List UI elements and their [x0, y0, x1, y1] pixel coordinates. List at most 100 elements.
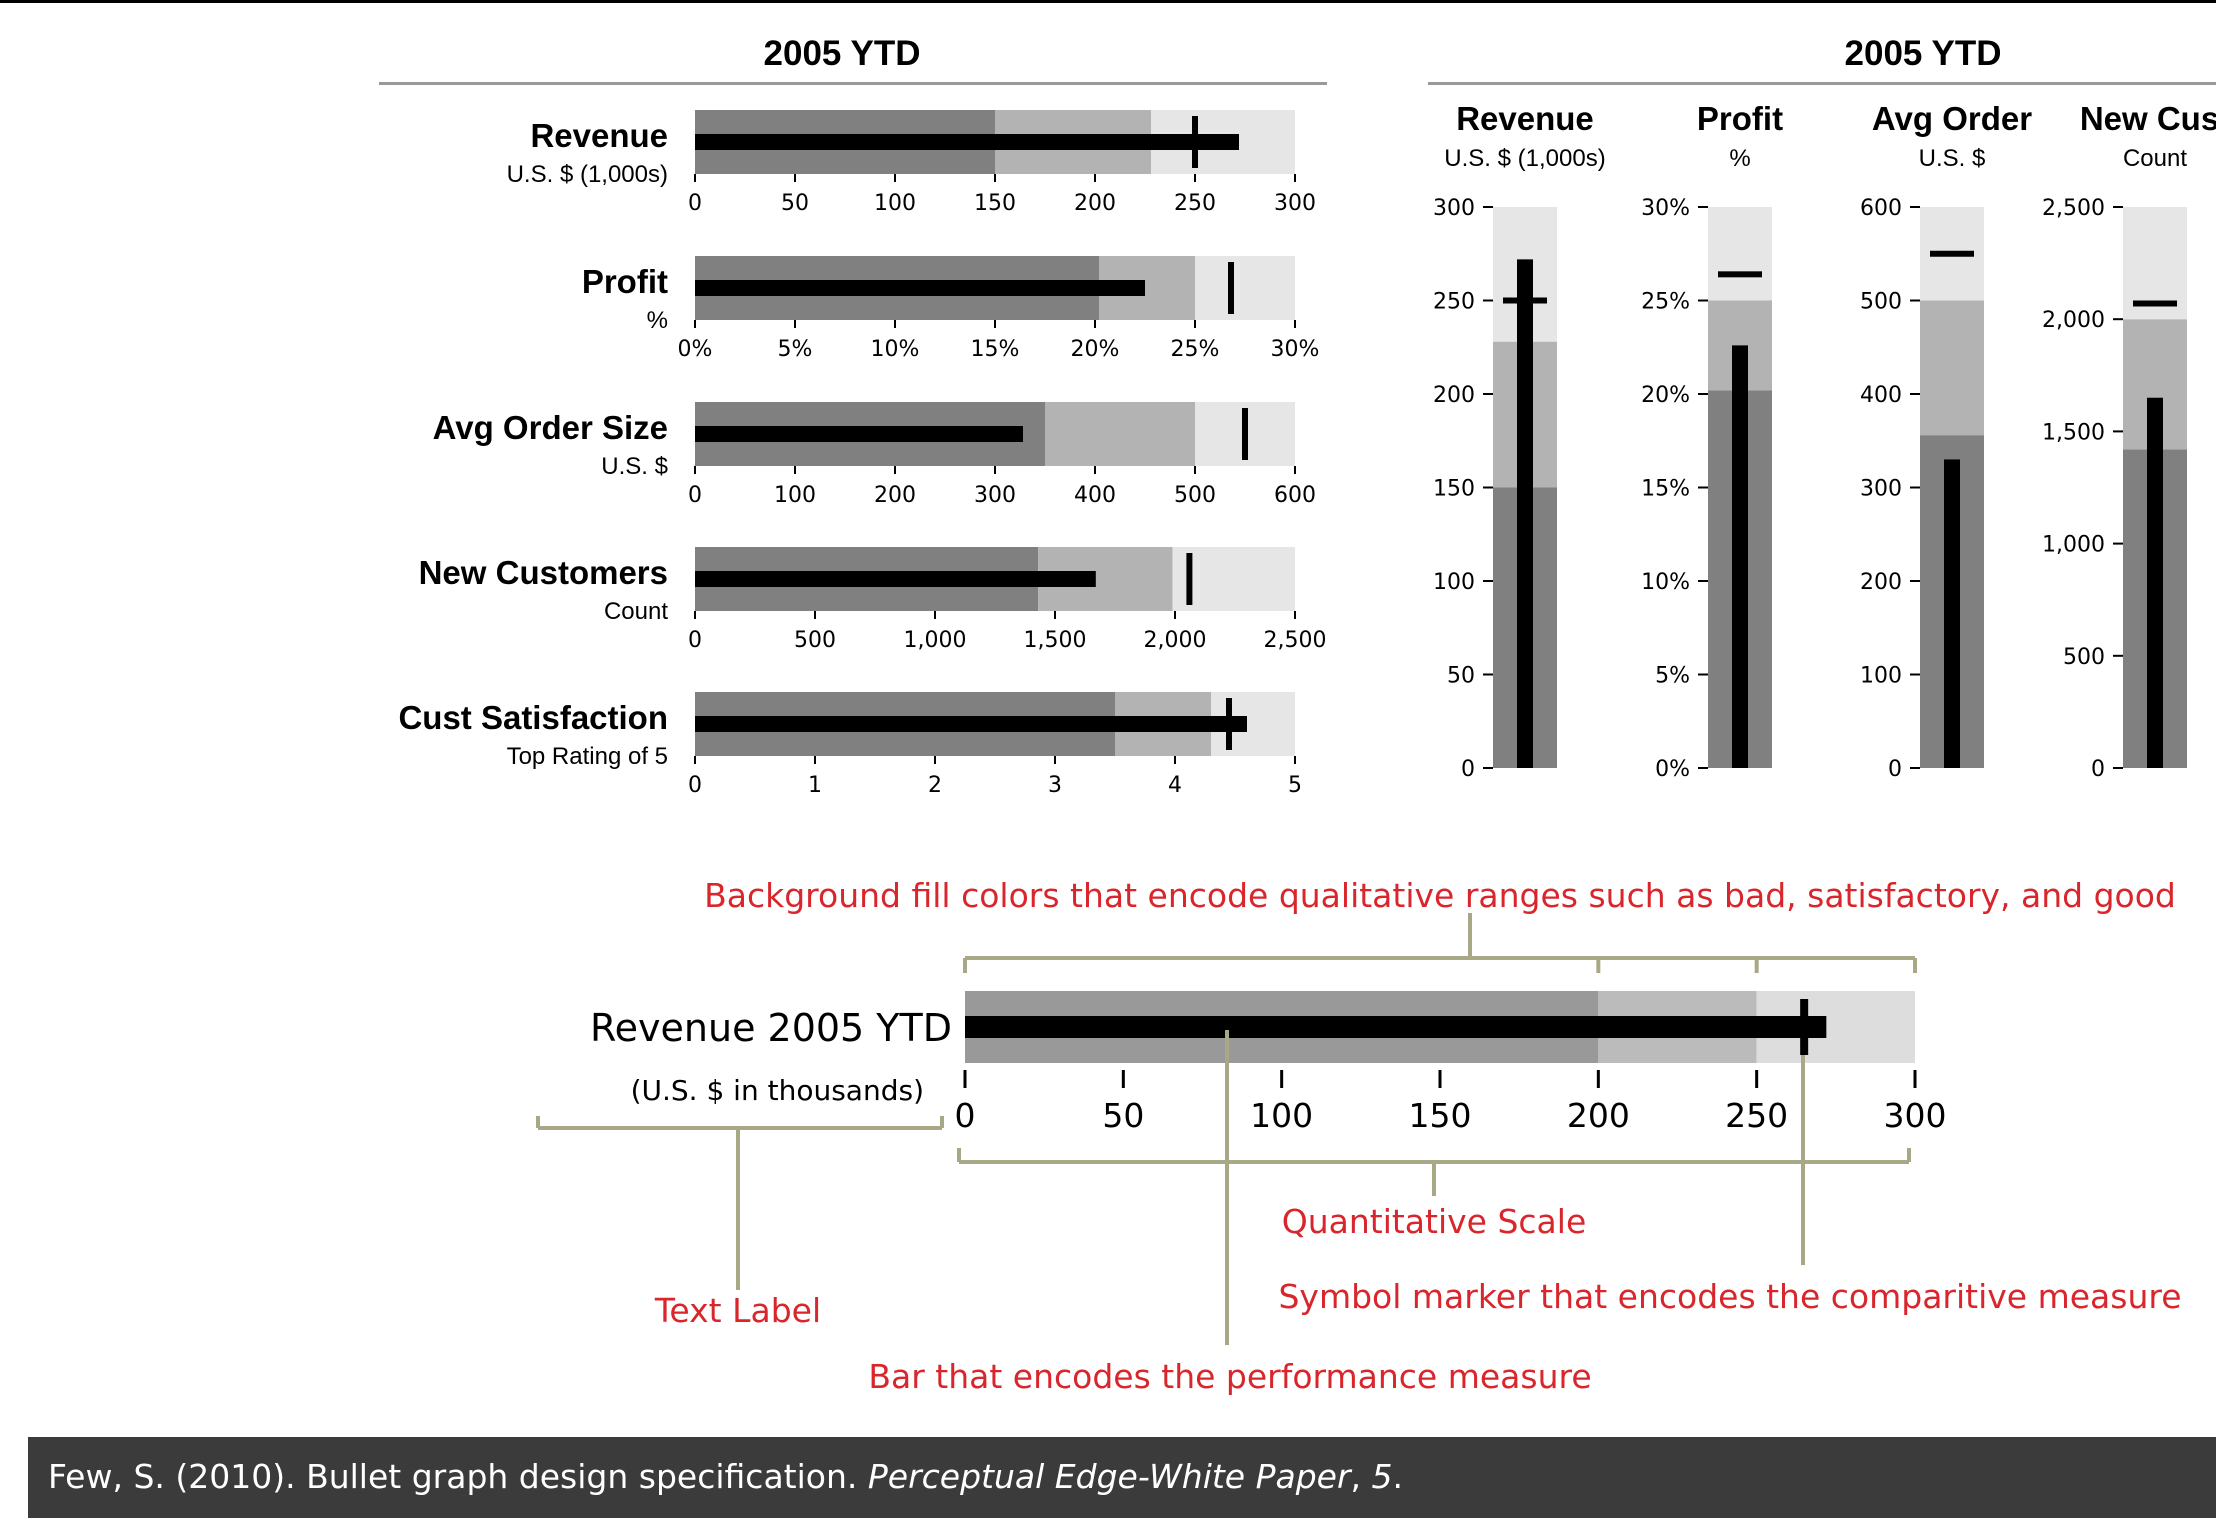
v-avg-order-tick-label-5: 500 [1860, 290, 1902, 315]
h-cust-satisfaction-tick-label-0: 0 [688, 773, 702, 798]
v-revenue-tick-label-3: 150 [1433, 477, 1475, 502]
v-new-cust-tick-label-0: 0 [2091, 757, 2105, 782]
h-avg-order-size-tick-label-2: 200 [874, 483, 916, 508]
v-profit-tick-label-3: 15% [1641, 477, 1690, 502]
h-new-customers-tick-label-0: 0 [688, 628, 702, 653]
annotated-tick-label-2: 100 [1250, 1096, 1313, 1135]
h-cust-satisfaction-tick-label-1: 1 [808, 773, 822, 798]
h-revenue-tick-label-5: 250 [1174, 191, 1216, 216]
h-profit-tick-label-1: 5% [778, 337, 813, 362]
v-profit-tick-label-1: 5% [1655, 664, 1690, 689]
top-rule [0, 0, 2216, 3]
h-profit-tick-label-2: 10% [871, 337, 920, 362]
h-cust-satisfaction-tick-label-2: 2 [928, 773, 942, 798]
v-avg-order-tick-label-6: 600 [1860, 196, 1902, 221]
horizontal-panel-title: 2005 YTD [764, 34, 921, 73]
citation-text: Few, S. (2010). Bullet graph design spec… [48, 1457, 1403, 1496]
h-avg-order-size-tick-label-0: 0 [688, 483, 702, 508]
h-cust-satisfaction-tick-label-3: 3 [1048, 773, 1062, 798]
v-revenue-tick-label-2: 100 [1433, 570, 1475, 595]
h-avg-order-size-label: Avg Order Size [433, 409, 668, 446]
h-profit-measure-bar [695, 280, 1145, 296]
h-new-customers-tick-label-4: 2,000 [1144, 628, 1207, 653]
annotated-tick-label-3: 150 [1409, 1096, 1472, 1135]
v-new-cust-tick-label-4: 2,000 [2042, 308, 2105, 333]
annotated-bullet-graph: Revenue 2005 YTD (U.S. $ in thousands) B… [536, 876, 2182, 1396]
v-profit-tick-label-4: 20% [1641, 383, 1690, 408]
v-profit-tick-label-2: 10% [1641, 570, 1690, 595]
v-new-cust-sublabel: Count [2123, 145, 2187, 172]
annotation-ranges-text: Background fill colors that encode quali… [704, 876, 2176, 915]
h-cust-satisfaction-measure-bar [695, 716, 1247, 732]
v-avg-order-tick-label-4: 400 [1860, 383, 1902, 408]
v-avg-order-tick-label-0: 0 [1888, 757, 1902, 782]
h-profit-tick-label-4: 20% [1071, 337, 1120, 362]
h-revenue-tick-label-0: 0 [688, 191, 702, 216]
v-avg-order-label: Avg Order [1872, 100, 2032, 137]
v-revenue-label: Revenue [1456, 100, 1594, 137]
v-new-cust-tick-label-3: 1,500 [2042, 420, 2105, 445]
v-profit-measure-bar [1732, 345, 1748, 768]
v-avg-order-range-2 [1920, 300, 1984, 436]
citation-journal: Perceptual Edge-White Paper [867, 1457, 1351, 1496]
v-revenue-tick-label-0: 0 [1461, 757, 1475, 782]
h-avg-order-size-measure-bar [695, 426, 1023, 442]
h-cust-satisfaction-tick-label-4: 4 [1168, 773, 1182, 798]
h-avg-order-size-range-2 [1045, 402, 1195, 466]
h-avg-order-size-tick-label-6: 600 [1274, 483, 1316, 508]
h-cust-satisfaction-target-marker [1226, 698, 1232, 750]
h-avg-order-size-target-marker [1242, 408, 1248, 460]
citation-footer: Few, S. (2010). Bullet graph design spec… [28, 1437, 2216, 1518]
v-avg-order-measure-bar [1944, 459, 1960, 768]
v-profit-target-marker [1718, 271, 1762, 278]
v-profit-tick-label-6: 30% [1641, 196, 1690, 221]
vertical-panel-rule [1428, 82, 2216, 85]
h-revenue-tick-label-1: 50 [781, 191, 809, 216]
annotated-target-marker [1800, 999, 1809, 1055]
h-cust-satisfaction-label: Cust Satisfaction [398, 699, 668, 736]
v-profit-tick-label-0: 0% [1655, 757, 1690, 782]
annotated-measure-bar [965, 1016, 1827, 1038]
v-new-cust-label: New Cust [2080, 100, 2216, 137]
v-avg-order-target-marker [1930, 250, 1974, 257]
h-new-customers-tick-label-3: 1,500 [1024, 628, 1087, 653]
h-new-customers-tick-label-1: 500 [794, 628, 836, 653]
v-avg-order-tick-label-2: 200 [1860, 570, 1902, 595]
h-cust-satisfaction-sublabel: Top Rating of 5 [507, 743, 668, 770]
h-profit-range-3 [1195, 256, 1295, 320]
h-revenue-tick-label-4: 200 [1074, 191, 1116, 216]
h-new-customers-measure-bar [695, 571, 1096, 587]
h-profit-label: Profit [582, 263, 668, 300]
annotated-tick-label-5: 250 [1725, 1096, 1788, 1135]
h-new-customers-range-3 [1172, 547, 1295, 611]
annotated-sublabel: (U.S. $ in thousands) [631, 1074, 924, 1107]
h-revenue-label: Revenue [530, 117, 668, 154]
annotated-tick-label-6: 300 [1884, 1096, 1947, 1135]
v-revenue-measure-bar [1517, 259, 1533, 768]
vertical-panel-title: 2005 YTD [1845, 34, 2002, 73]
annotation-measure-text: Bar that encodes the performance measure [868, 1357, 1591, 1396]
h-new-customers-sublabel: Count [604, 598, 668, 625]
h-cust-satisfaction-tick-label-5: 5 [1288, 773, 1302, 798]
v-avg-order-tick-label-3: 300 [1860, 477, 1902, 502]
h-revenue-measure-bar [695, 134, 1239, 150]
v-new-cust-target-marker [2133, 300, 2177, 307]
v-revenue-tick-label-6: 300 [1433, 196, 1475, 221]
h-avg-order-size-tick-label-3: 300 [974, 483, 1016, 508]
h-avg-order-size-sublabel: U.S. $ [601, 453, 668, 480]
citation-end: . [1392, 1457, 1404, 1496]
v-new-cust-tick-label-5: 2,500 [2042, 196, 2105, 221]
h-revenue-tick-label-3: 150 [974, 191, 1016, 216]
annotation-target-text: Symbol marker that encodes the compariti… [1278, 1277, 2181, 1316]
annotated-tick-label-4: 200 [1567, 1096, 1630, 1135]
h-profit-sublabel: % [647, 307, 668, 334]
v-revenue-target-marker [1503, 297, 1547, 304]
h-profit-tick-label-5: 25% [1171, 337, 1220, 362]
h-profit-target-marker [1228, 262, 1234, 314]
v-avg-order-sublabel: U.S. $ [1919, 145, 1986, 172]
v-profit-tick-label-5: 25% [1641, 290, 1690, 315]
vertical-bullet-graphs: Revenue U.S. $ (1,000s) 0 50 100 150 200 250 300… [1433, 100, 2216, 782]
v-revenue-tick-label-5: 250 [1433, 290, 1475, 315]
